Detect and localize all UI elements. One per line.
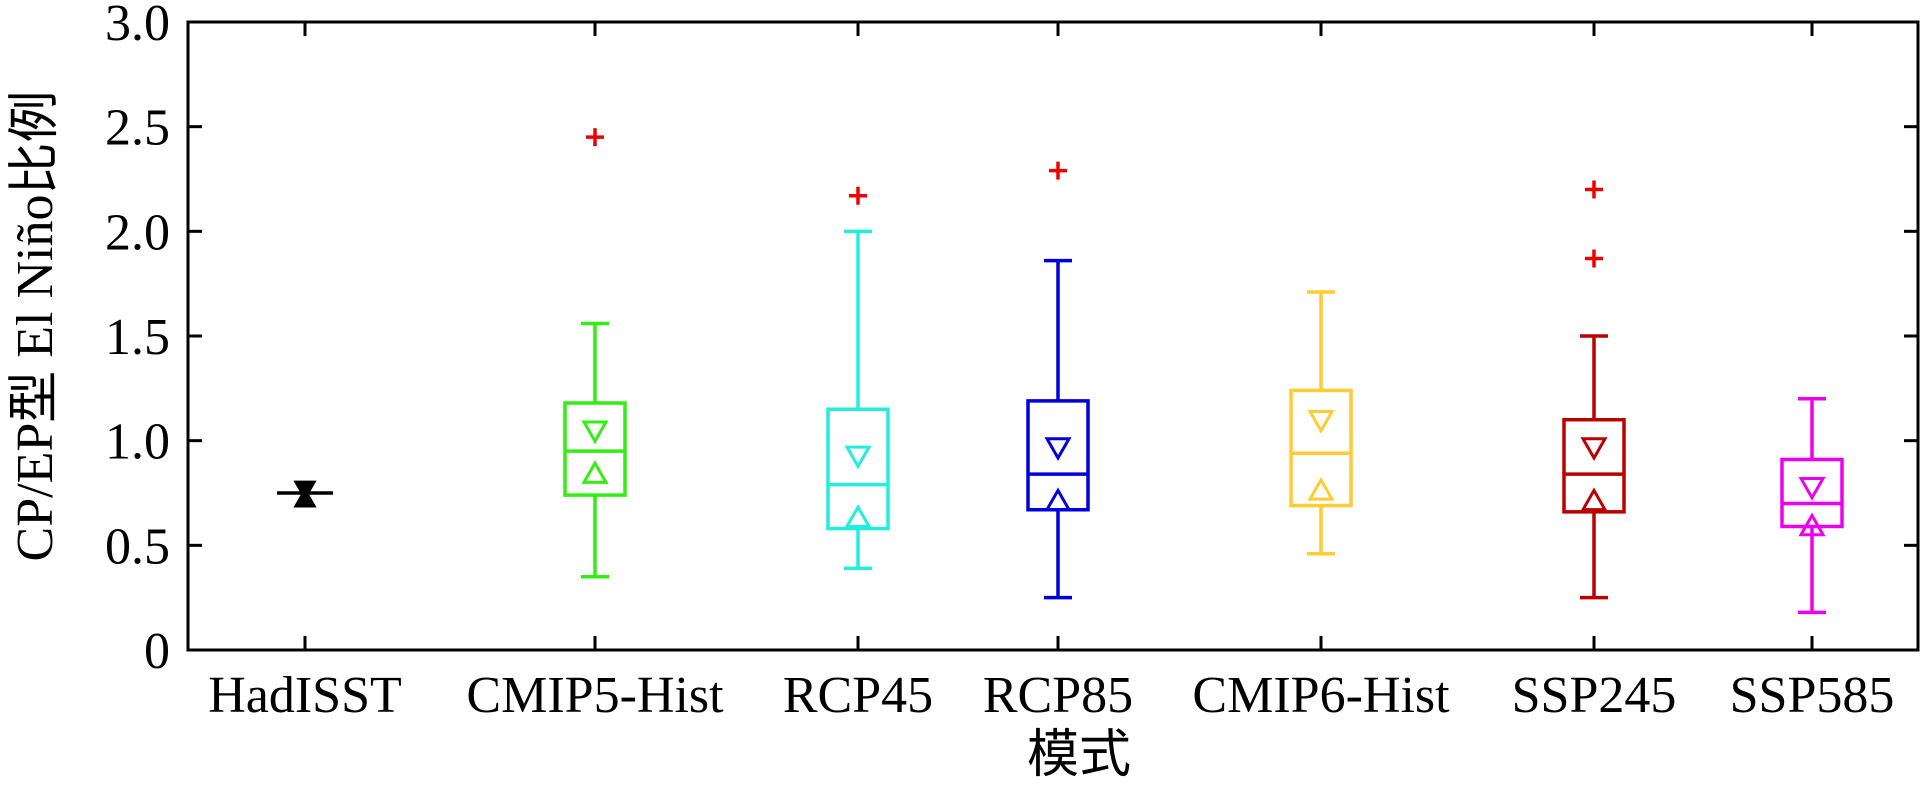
y-tick-label: 3.0 [105, 0, 170, 52]
y-tick-label: 1.5 [105, 309, 170, 366]
y-tick-label: 0.5 [105, 518, 170, 575]
box-group [1026, 161, 1090, 600]
y-tick-label: 2.5 [105, 100, 170, 157]
box-group [563, 128, 627, 579]
y-tick-label: 0 [144, 623, 170, 680]
box-group [1562, 180, 1626, 600]
x-axis: HadISST CMIP5-Hist RCP45 RCP85 CMIP6-Hist SSP… [208, 22, 1894, 724]
down-triangle-marker [1798, 476, 1826, 501]
x-tick-label: CMIP5-Hist [466, 667, 724, 724]
x-tick-label: RCP45 [783, 667, 933, 724]
down-triangle-marker [844, 445, 872, 470]
box-group [1289, 290, 1353, 556]
up-triangle-marker [581, 460, 609, 484]
up-triangle-marker [1580, 487, 1608, 512]
up-triangle-marker [1798, 512, 1826, 537]
box-iqr [1562, 417, 1626, 514]
x-tick-label: CMIP6-Hist [1192, 667, 1450, 724]
x-tick-label: HadISST [208, 667, 402, 724]
box-group [1780, 397, 1844, 615]
box-group [826, 186, 890, 571]
box-group [277, 480, 333, 508]
y-tick-label: 1.0 [105, 414, 170, 471]
y-axis-label: CP/EP型 El Niño比例 [7, 91, 64, 562]
down-triangle-marker [1580, 437, 1608, 461]
down-triangle-marker [1044, 437, 1072, 461]
plot-area [186, 20, 1920, 652]
up-triangle-marker [1044, 487, 1072, 512]
plot-frame [186, 20, 1920, 652]
up-triangle-marker [844, 504, 872, 528]
box-iqr [1289, 388, 1353, 508]
box-iqr [563, 401, 627, 497]
x-axis-label: 模式 [1027, 727, 1131, 784]
box-series [277, 128, 1844, 615]
down-triangle-marker [581, 420, 609, 445]
down-triangle-marker [293, 480, 317, 501]
box-iqr [1780, 457, 1844, 529]
box-iqr [826, 407, 890, 531]
up-triangle-marker [1307, 476, 1335, 501]
y-axis: 0 0.5 1.0 1.5 2.0 2.5 3.0 [105, 0, 1918, 680]
x-tick-label: SSP585 [1730, 667, 1895, 724]
down-triangle-marker [1307, 409, 1335, 434]
x-tick-label: RCP85 [983, 667, 1133, 724]
y-tick-label: 2.0 [105, 204, 170, 261]
x-tick-label: SSP245 [1512, 667, 1677, 724]
